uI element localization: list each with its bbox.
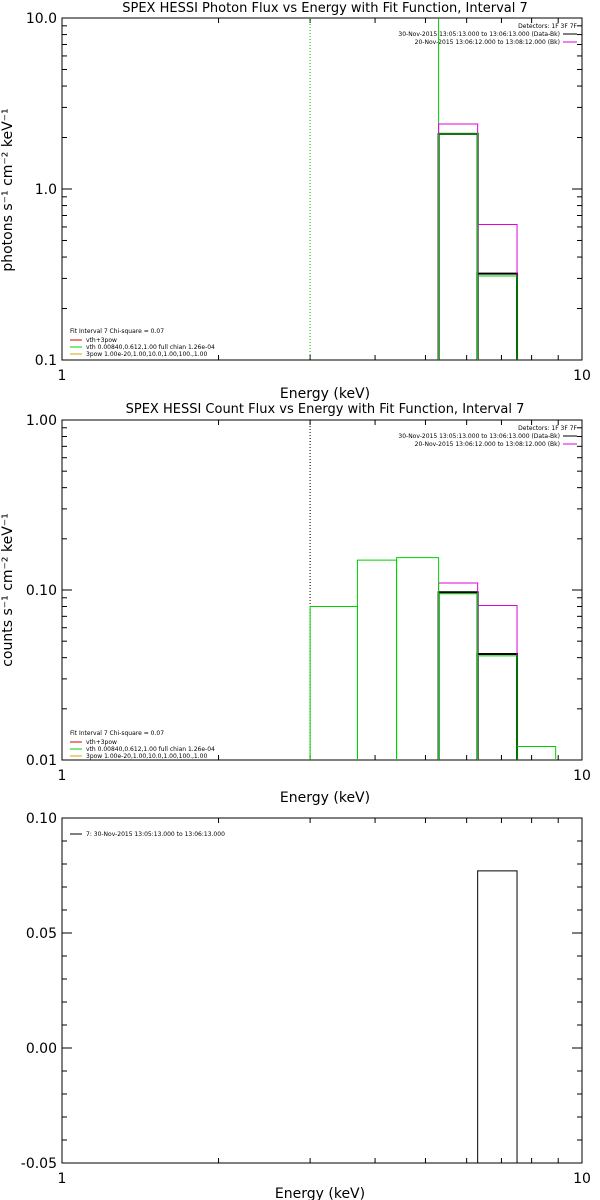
photon-flux-fit-item-2: 3pow 1.00e-20,1.00,10.0,1.00,100.,1.00	[86, 351, 207, 358]
x-tick-label: 10	[573, 1171, 591, 1187]
y-tick-label: 1.00	[26, 413, 57, 429]
y-tick-label: -0.05	[21, 1156, 57, 1172]
x-tick-label: 1	[58, 368, 67, 384]
photon-flux-fit-header: Fit Interval 7 Chi-square = 0.07	[70, 328, 164, 335]
count-flux-panel: SPEX HESSI Count Flux vs Energy with Fit…	[0, 402, 591, 806]
count-flux-xlabel: Energy (keV)	[280, 790, 370, 806]
residual-bar	[477, 870, 518, 1163]
y-tick-label: 0.10	[26, 811, 57, 827]
photon-flux-detectors: Detectors: 1F 3F 7F	[518, 23, 577, 30]
count-flux-data-legend: 30-Nov-2015 13:05:13.000 to 13:06:13.000…	[398, 433, 560, 440]
spectrum-bin	[477, 224, 518, 360]
photon-flux-ylabel: photons s⁻¹ cm⁻² keV⁻¹	[0, 108, 16, 271]
photon-flux-bk-legend: 20-Nov-2015 13:06:12.000 to 13:08:12.000…	[415, 39, 560, 46]
y-tick-label: 0.01	[26, 753, 57, 769]
x-tick-label: 10	[573, 368, 591, 384]
count-flux-detectors: Detectors: 1F 3F 7F	[518, 425, 577, 432]
photon-flux-xlabel: Energy (keV)	[280, 386, 370, 402]
y-tick-label: 0.00	[26, 1041, 57, 1057]
spectrum-bin	[356, 559, 398, 760]
count-flux-fit-item-1: vth 0.00840,0.612,1.00 full chian 1.26e-…	[86, 746, 215, 753]
spectrum-bin	[477, 655, 518, 760]
spectrum-bin	[438, 582, 479, 760]
plot-frame	[61, 419, 583, 761]
spectrum-bin	[476, 272, 519, 360]
photon-flux-panel: SPEX HESSI Photon Flux vs Energy with Fi…	[0, 1, 591, 402]
spectrum-bin	[309, 605, 358, 760]
y-tick-label: 0.05	[26, 926, 57, 942]
spectrum-bin	[476, 653, 519, 760]
spectrum-bin	[437, 132, 479, 360]
x-tick-label: 10	[573, 768, 591, 784]
photon-flux-data-legend: 30-Nov-2015 13:05:13.000 to 13:06:13.000…	[398, 31, 560, 38]
y-tick-label: 1.0	[35, 182, 57, 198]
photon-flux-title: SPEX HESSI Photon Flux vs Energy with Fi…	[122, 1, 528, 16]
x-tick-label: 1	[58, 768, 67, 784]
plot-frame	[61, 817, 583, 1164]
photon-flux-fit-item-0: vth+3pow	[86, 337, 117, 344]
residual-panel: Energy (keV) 7: 30-Nov-2015 13:05:13.000…	[21, 811, 591, 1200]
count-flux-bk-legend: 20-Nov-2015 13:06:12.000 to 13:08:12.000…	[415, 441, 560, 448]
spectrum-bin	[396, 557, 440, 760]
spectrum-bin	[516, 746, 557, 760]
y-tick-label: 0.10	[26, 583, 57, 599]
spectrum-bin	[437, 591, 479, 760]
spectrum-bin	[438, 123, 479, 360]
spectrum-bin	[477, 605, 518, 760]
plot-frame	[61, 17, 583, 361]
count-flux-title: SPEX HESSI Count Flux vs Energy with Fit…	[126, 402, 525, 417]
count-flux-fit-item-2: 3pow 1.00e-20,1.00,10.0,1.00,100.,1.00	[86, 753, 207, 760]
spectrum-bin	[477, 275, 518, 360]
count-flux-fit-header: Fit Interval 7 Chi-square = 0.07	[70, 730, 164, 737]
count-flux-ylabel: counts s⁻¹ cm⁻² keV⁻¹	[0, 513, 16, 667]
photon-flux-fit-item-1: vth 0.00840,0.612,1.00 full chian 1.26e-…	[86, 344, 215, 351]
count-flux-fit-item-0: vth+3pow	[86, 739, 117, 746]
y-tick-label: 10.0	[26, 11, 57, 27]
residual-xlabel: Energy (keV)	[275, 1186, 365, 1200]
spectrum-bin	[438, 593, 479, 760]
spectrum-bin	[438, 133, 479, 360]
y-tick-label: 0.1	[35, 353, 57, 369]
x-tick-label: 1	[58, 1171, 67, 1187]
residual-legend-item: 7: 30-Nov-2015 13:05:13.000 to 13:06:13.…	[86, 831, 225, 838]
